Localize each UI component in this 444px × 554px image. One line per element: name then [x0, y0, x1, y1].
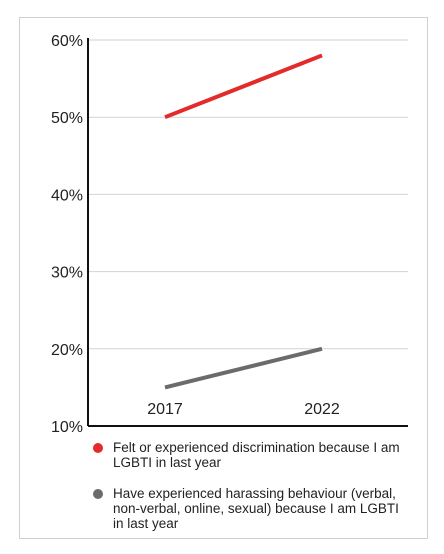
x-tick-label: 2017 — [147, 401, 183, 418]
series-line-discrimination — [164, 53, 323, 120]
y-tick-label: 60% — [51, 33, 83, 50]
legend-marker-grey — [93, 489, 103, 499]
chart-frame — [19, 17, 428, 539]
x-tick-label: 2022 — [304, 401, 340, 418]
legend-marker-red — [93, 443, 103, 453]
legend-label-harassment: Have experienced harassing behaviour (ve… — [113, 486, 399, 531]
y-tick-label: 40% — [51, 187, 83, 204]
y-tick-label: 20% — [51, 342, 83, 359]
y-tick-label: 10% — [51, 419, 83, 436]
y-tick-label: 50% — [51, 110, 83, 127]
legend-label-discrimination: Felt or experienced discrimination becau… — [113, 440, 400, 470]
y-tick-label: 30% — [51, 265, 83, 282]
series-line-harassment — [164, 346, 323, 390]
